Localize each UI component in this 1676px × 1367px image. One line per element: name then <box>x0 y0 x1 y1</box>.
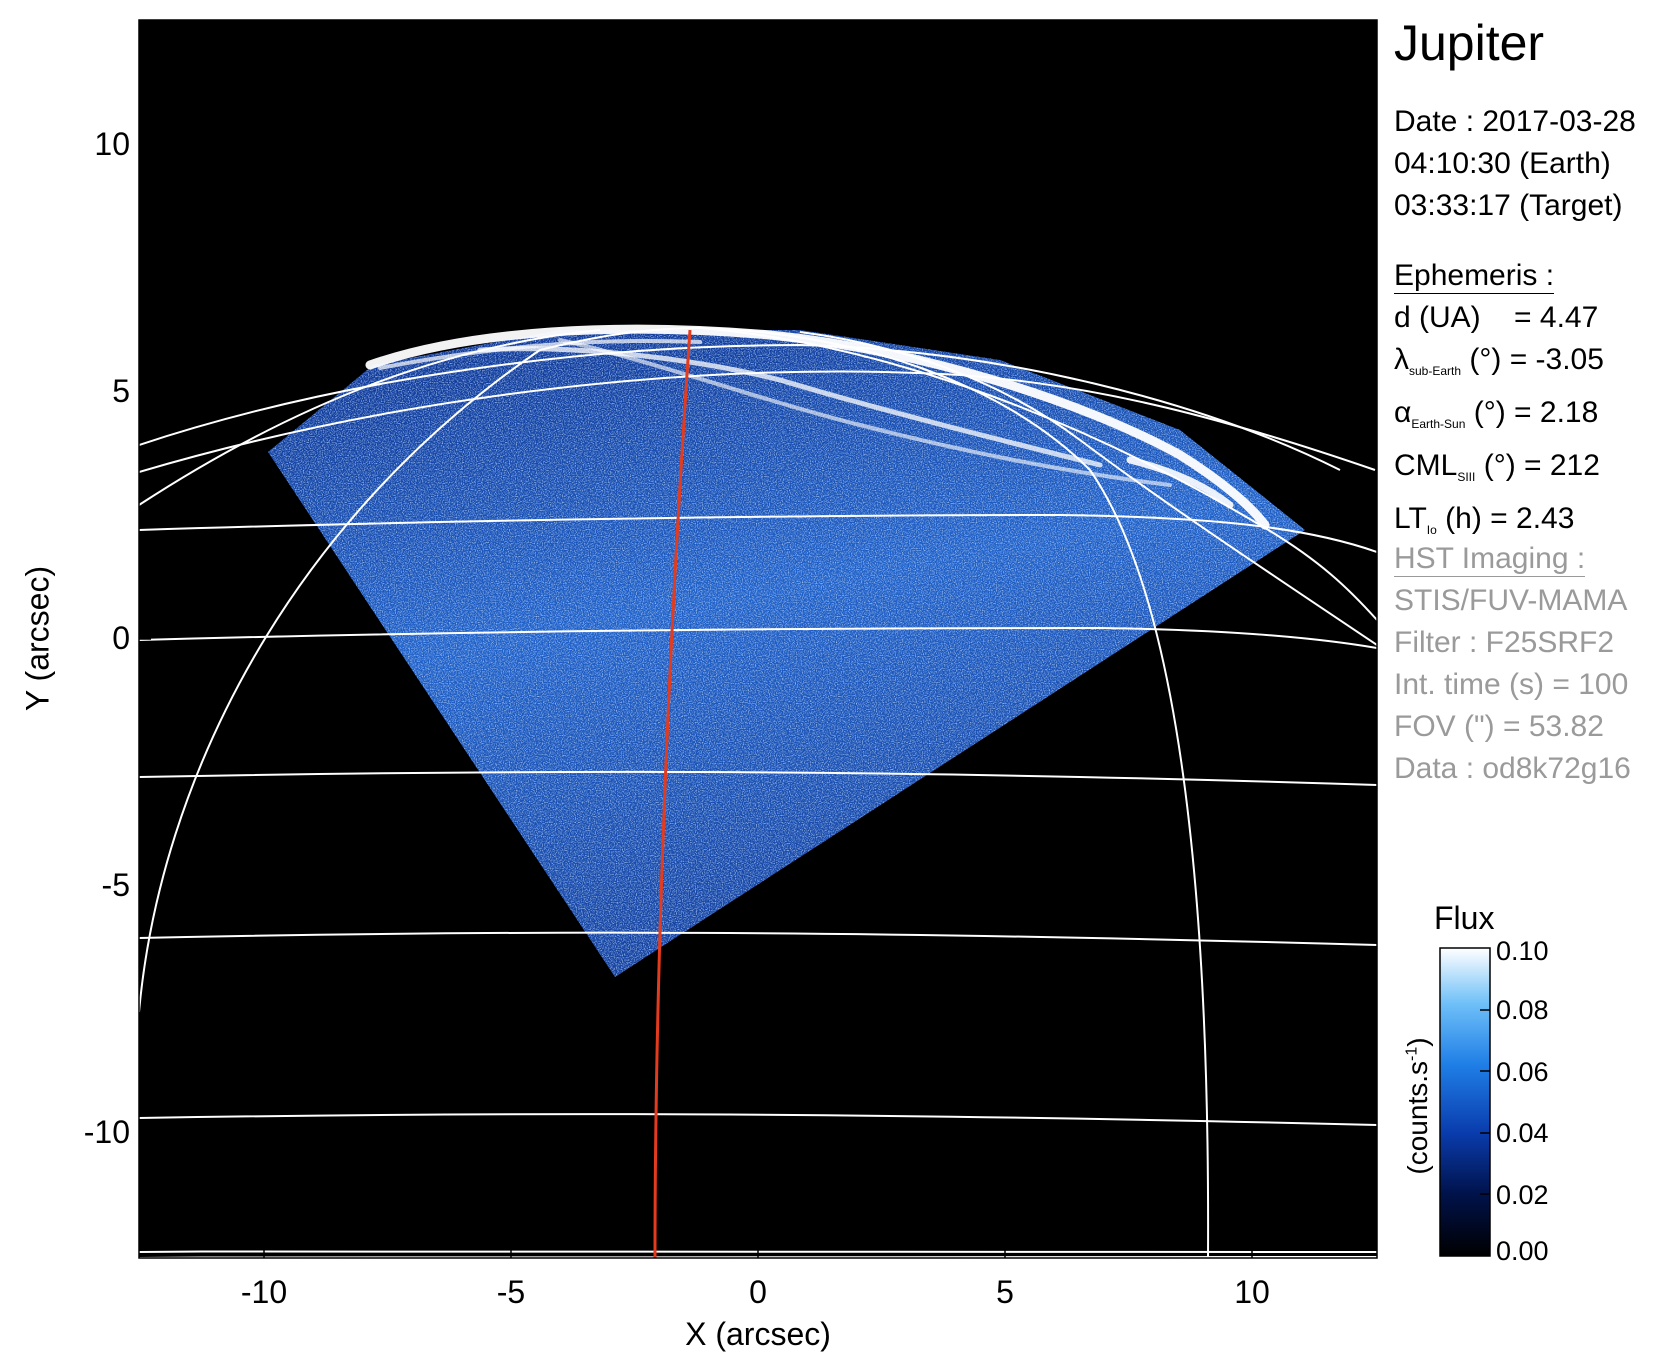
date-line: Date : 2017-03-28 <box>1394 105 1636 138</box>
field-of-view: FOV (") = 53.82 <box>1394 710 1604 743</box>
x-tick-label: 5 <box>996 1274 1014 1310</box>
earth-time: 04:10:30 (Earth) <box>1394 147 1611 180</box>
observation-noise <box>268 330 1305 977</box>
colorbar-ticks <box>1480 1009 1490 1195</box>
y-tick-label: 5 <box>112 373 130 409</box>
axis-ticks <box>139 144 1253 1258</box>
x-tick-label: 0 <box>749 1274 767 1310</box>
colorbar-tick-label: 0.00 <box>1496 1236 1549 1266</box>
integration-time: Int. time (s) = 100 <box>1394 668 1629 701</box>
lt-row: LTIo (h) = 2.43 <box>1394 502 1575 537</box>
colorbar-tick-label: 0.08 <box>1496 995 1549 1025</box>
colorbar-tick-label: 0.06 <box>1496 1057 1549 1087</box>
imaging-header: HST Imaging : <box>1394 542 1586 577</box>
x-axis-label: X (arcsec) <box>685 1316 831 1352</box>
longitude-grid <box>139 327 1377 1258</box>
colorbar-unit: (counts.s-1) <box>1402 1037 1433 1175</box>
data-id: Data : od8k72g16 <box>1394 752 1631 785</box>
y-tick-label: -5 <box>101 867 130 903</box>
cml-row: CMLSIII (°) = 212 <box>1394 449 1600 484</box>
date-block: Date : 2017-03-28 04:10:30 (Earth) 03:33… <box>1394 101 1636 227</box>
ephemeris-header: Ephemeris : <box>1394 259 1555 294</box>
y-tick-label: 10 <box>94 126 130 162</box>
colorbar-title: Flux <box>1434 900 1495 936</box>
colorbar <box>1439 947 1491 1257</box>
colorbar-tick-label: 0.10 <box>1496 936 1549 966</box>
auroral-oval <box>365 324 1270 530</box>
y-tick-label: -10 <box>83 1114 130 1150</box>
imaging-block: HST Imaging : STIS/FUV-MAMA Filter : F25… <box>1394 538 1631 790</box>
colorbar-tick-label: 0.02 <box>1496 1180 1549 1210</box>
central-meridian <box>653 329 692 1258</box>
x-tick-label: 10 <box>1234 1274 1270 1310</box>
filter: Filter : F25SRF2 <box>1394 626 1615 659</box>
instrument: STIS/FUV-MAMA <box>1394 584 1628 617</box>
x-tick-label: -5 <box>496 1274 526 1310</box>
target-time: 03:33:17 (Target) <box>1394 189 1623 222</box>
ephemeris-block: Ephemeris : d (UA) = 4.47 λsub-Earth (°)… <box>1394 255 1604 551</box>
alpha-row: αEarth-Sun (°) = 2.18 <box>1394 396 1599 431</box>
colorbar-tick-label: 0.04 <box>1496 1118 1549 1148</box>
lambda-row: λsub-Earth (°) = -3.05 <box>1394 343 1604 378</box>
planet-title: Jupiter <box>1394 15 1545 71</box>
y-axis-label: Y (arcsec) <box>19 565 56 712</box>
x-tick-label: -10 <box>240 1274 288 1310</box>
y-tick-label: 0 <box>112 620 130 656</box>
distance-row: d (UA) = 4.47 <box>1394 301 1599 334</box>
